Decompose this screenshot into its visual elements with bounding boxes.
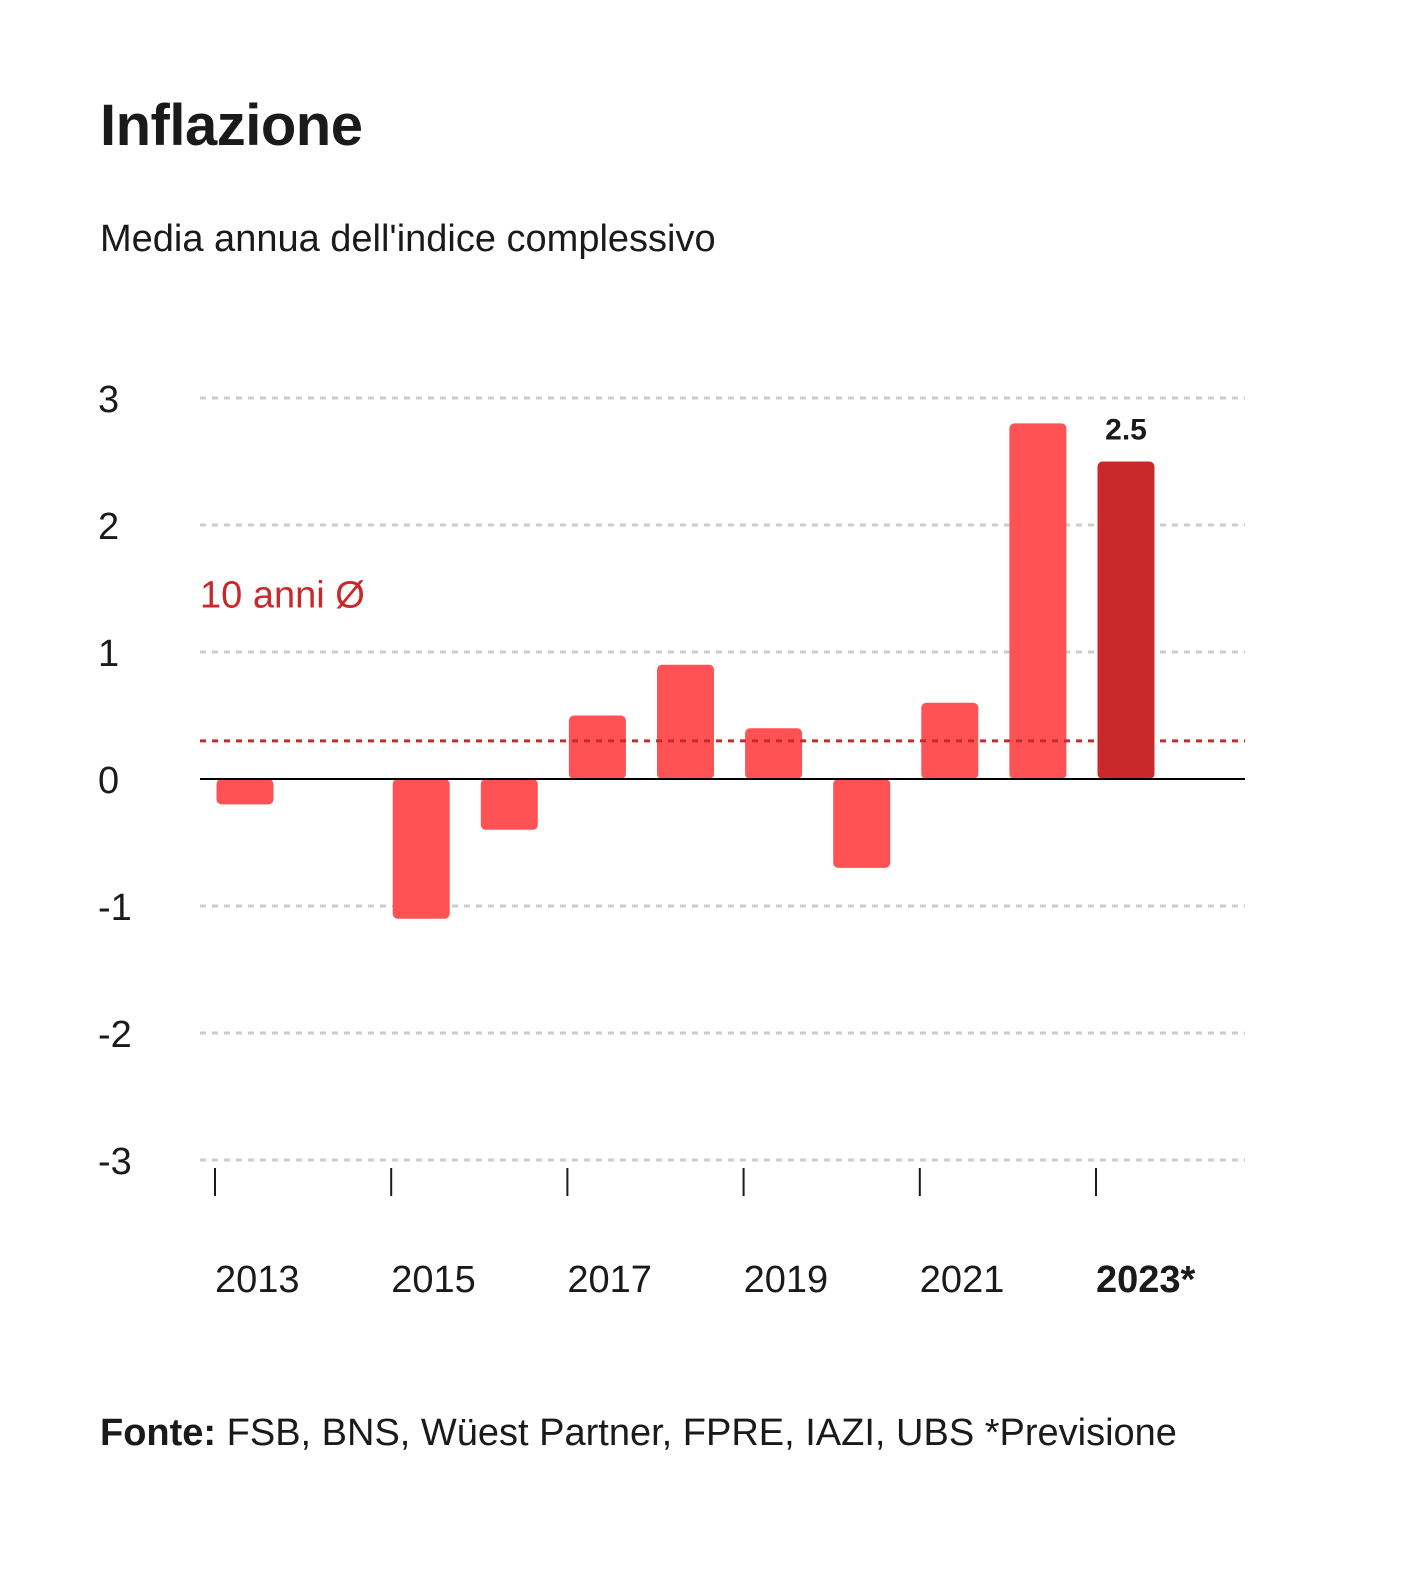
y-tick-label: -2 — [98, 1014, 132, 1056]
bar — [657, 664, 714, 779]
chart-subtitle: Media annua dell'indice complessivo — [100, 218, 716, 260]
x-tick-label: 2015 — [391, 1259, 476, 1301]
bar — [568, 715, 626, 779]
source-text: FSB, BNS, Wüest Partner, FPRE, IAZI, UBS… — [216, 1412, 1177, 1454]
bar — [216, 779, 274, 805]
x-tick-label: 2021 — [920, 1259, 1005, 1301]
x-tick-label: 2017 — [567, 1259, 652, 1301]
x-tick-label: 2013 — [215, 1259, 300, 1301]
bar — [1097, 461, 1155, 779]
bar — [392, 779, 450, 919]
y-tick-label: -1 — [98, 887, 132, 929]
source-note: Fonte: FSB, BNS, Wüest Partner, FPRE, IA… — [100, 1412, 1177, 1455]
y-tick-label: 1 — [98, 633, 119, 675]
data-label: 2.5 — [1105, 414, 1147, 447]
bar — [480, 779, 538, 830]
chart-title: Inflazione — [100, 93, 363, 158]
x-tick-label: 2019 — [744, 1259, 829, 1301]
bar-chart: 3 2 1 0 -1 -2 -3 2.5 10 anni Ø 2013 2015 2017 2019 20… — [98, 379, 1245, 1301]
bar — [1009, 423, 1067, 779]
reference-label: 10 anni Ø — [200, 575, 365, 617]
bar — [833, 779, 891, 868]
source-label: Fonte: — [100, 1412, 217, 1454]
x-tick-label: 2023* — [1096, 1259, 1196, 1301]
y-tick-label: -3 — [98, 1141, 132, 1183]
y-tick-label: 3 — [98, 379, 119, 421]
y-tick-label: 0 — [98, 760, 119, 802]
y-tick-label: 2 — [98, 506, 119, 548]
bar — [745, 728, 803, 779]
